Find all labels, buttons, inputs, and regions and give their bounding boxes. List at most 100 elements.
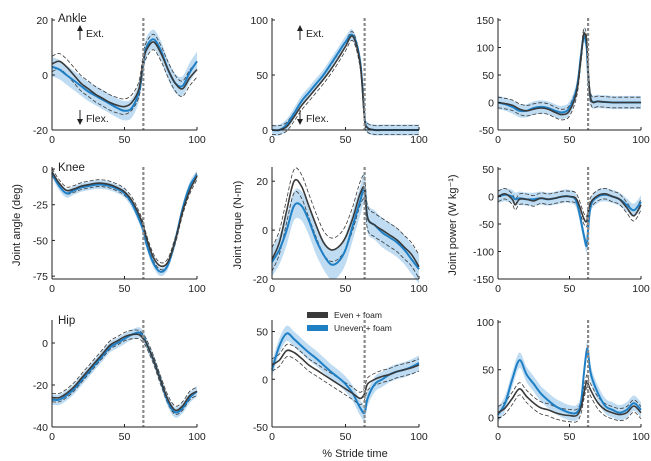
legend-label-even: Even + foam bbox=[334, 310, 382, 320]
hip-angle-row-label: Hip bbox=[58, 315, 75, 327]
hip-angle-xtick-label: 50 bbox=[119, 431, 131, 443]
hip-power-series-even bbox=[497, 379, 642, 417]
ankle-angle-xtick-label: 50 bbox=[119, 134, 131, 146]
ankle-torque-ext-label: Ext. bbox=[306, 28, 324, 40]
hip-angle-ytick-label: -40 bbox=[33, 422, 48, 434]
knee-power-ytick-label: -50 bbox=[479, 219, 494, 231]
knee-torque-ytick-label: 20 bbox=[256, 176, 268, 188]
hip-power-xtick-label: 100 bbox=[632, 431, 650, 443]
hip-power-ytick-label: 0 bbox=[488, 412, 494, 424]
ankle-angle-even-sd-upper bbox=[51, 33, 198, 100]
knee-torque-ytick-label: 0 bbox=[262, 225, 268, 237]
knee-angle-xtick-label: 50 bbox=[119, 283, 131, 295]
hip-angle-xtick-label: 100 bbox=[188, 431, 206, 443]
ankle-torque-xtick-label: 50 bbox=[340, 134, 352, 146]
knee-power-xtick-label: 0 bbox=[495, 283, 501, 295]
ankle-power-xtick-label: 100 bbox=[632, 134, 650, 146]
knee-angle-ytick-label: 0 bbox=[42, 164, 48, 176]
ankle-power-even-sd-upper bbox=[497, 27, 641, 110]
ankle-power-xtick-label: 50 bbox=[564, 134, 576, 146]
ankle-torque-xtick-label: 0 bbox=[269, 134, 275, 146]
ankle-power-ytick-label: -50 bbox=[479, 125, 494, 137]
knee-angle-series-even bbox=[51, 171, 198, 268]
hip-torque-ytick-label: -50 bbox=[253, 422, 268, 434]
hip-power-xtick-label: 50 bbox=[564, 431, 576, 443]
ankle-angle-series-even bbox=[51, 41, 198, 108]
knee-angle-even-sd-upper bbox=[51, 168, 198, 264]
ankle-power-even-sd-lower bbox=[497, 37, 641, 121]
knee-angle-panel: 0 50 100 -75 -50 -25 0 Knee bbox=[33, 162, 206, 295]
hip-power-even-sd-lower bbox=[497, 386, 642, 423]
ankle-angle-ext-label: Ext. bbox=[86, 28, 104, 40]
hip-torque-xtick-label: 50 bbox=[340, 431, 352, 443]
figure-xlabel: % Stride time bbox=[322, 448, 387, 460]
ankle-power-series-even bbox=[497, 32, 641, 116]
hip-power-band bbox=[498, 340, 641, 423]
ankle-power-ytick-label: 100 bbox=[476, 43, 494, 55]
hip-power-even-sd-upper bbox=[497, 374, 642, 411]
knee-power-ylabel: Joint power (W kg⁻¹) bbox=[447, 174, 459, 275]
ankle-torque-panel: 0 50 100 0 50 100 Ext. Flex. bbox=[250, 15, 427, 146]
knee-torque-ytick-label: -20 bbox=[253, 274, 268, 286]
knee-angle-ytick-label: -50 bbox=[33, 235, 48, 247]
knee-power-ytick-label: 50 bbox=[482, 164, 494, 176]
knee-power-xtick-label: 50 bbox=[564, 283, 576, 295]
knee-torque-series-uneven bbox=[271, 187, 420, 270]
knee-angle-xtick-label: 0 bbox=[49, 283, 55, 295]
legend-swatch-even bbox=[307, 312, 328, 318]
ankle-angle-ytick-label: 20 bbox=[36, 15, 48, 27]
ankle-power-ytick-label: 150 bbox=[476, 15, 494, 27]
knee-angle-row-label: Knee bbox=[58, 162, 85, 174]
ankle-power-ytick-label: 0 bbox=[488, 98, 494, 110]
knee-angle-ylabel: Joint angle (deg) bbox=[11, 184, 23, 266]
knee-power-even-sd-upper bbox=[497, 188, 642, 217]
knee-angle-ytick-label: -25 bbox=[33, 200, 48, 212]
ankle-torque-ytick-label: 50 bbox=[256, 70, 268, 82]
ankle-torque-flex-label: Flex. bbox=[306, 113, 329, 125]
hip-power-ytick-label: 100 bbox=[476, 317, 494, 329]
legend-swatch-uneven bbox=[307, 325, 328, 331]
ankle-angle-ytick-label: -20 bbox=[33, 125, 48, 137]
knee-power-xtick-label: 100 bbox=[632, 283, 650, 295]
ankle-torque-even-sd-lower bbox=[271, 39, 419, 136]
hip-angle-xtick-label: 0 bbox=[49, 431, 55, 443]
knee-torque-band bbox=[272, 173, 419, 284]
knee-power-series-even bbox=[497, 192, 642, 223]
knee-torque-ylabel: Joint torque (N-m) bbox=[232, 181, 244, 270]
hip-angle-panel: 0 50 100 -40 -20 0 Hip bbox=[33, 315, 206, 443]
hip-angle-series-uneven bbox=[51, 331, 198, 414]
knee-angle-band bbox=[52, 169, 197, 277]
ankle-torque-xtick-label: 100 bbox=[410, 134, 428, 146]
hip-torque-even-sd-lower bbox=[271, 355, 420, 405]
ankle-angle-xtick-label: 100 bbox=[188, 134, 206, 146]
hip-angle-even-sd-lower bbox=[51, 338, 198, 416]
hip-angle-ytick-label: -20 bbox=[33, 380, 48, 392]
legend-label-uneven: Uneven + foam bbox=[334, 323, 392, 333]
hip-power-panel: 0 50 100 0 50 100 bbox=[476, 317, 649, 443]
ankle-angle-flex-label: Flex. bbox=[86, 113, 109, 125]
hip-power-series-uneven bbox=[497, 347, 642, 416]
hip-torque-ytick-label: 50 bbox=[256, 327, 268, 339]
ankle-torque-even-sd-upper bbox=[271, 31, 419, 127]
knee-power-band bbox=[498, 188, 641, 253]
ankle-angle-row-label: Ankle bbox=[58, 13, 87, 25]
ankle-torque-ytick-label: 100 bbox=[250, 15, 268, 27]
hip-torque-series-even bbox=[271, 349, 420, 400]
hip-angle-even-sd-upper bbox=[51, 329, 198, 407]
hip-angle-series-even bbox=[51, 333, 198, 412]
knee-torque-xtick-label: 50 bbox=[340, 283, 352, 295]
knee-torque-xtick-label: 100 bbox=[410, 283, 428, 295]
ankle-power-band bbox=[498, 29, 641, 120]
knee-torque-xtick-label: 0 bbox=[269, 283, 275, 295]
knee-power-even-sd-lower bbox=[497, 198, 642, 228]
hip-power-xtick-label: 0 bbox=[495, 431, 501, 443]
hip-torque-band bbox=[272, 325, 419, 421]
knee-power-panel: 0 50 100 -150 -100 -50 0 50 bbox=[473, 164, 650, 295]
knee-power-ytick-label: -150 bbox=[473, 274, 494, 286]
knee-torque-series-even bbox=[271, 178, 420, 268]
knee-angle-ytick-label: -75 bbox=[33, 271, 48, 283]
